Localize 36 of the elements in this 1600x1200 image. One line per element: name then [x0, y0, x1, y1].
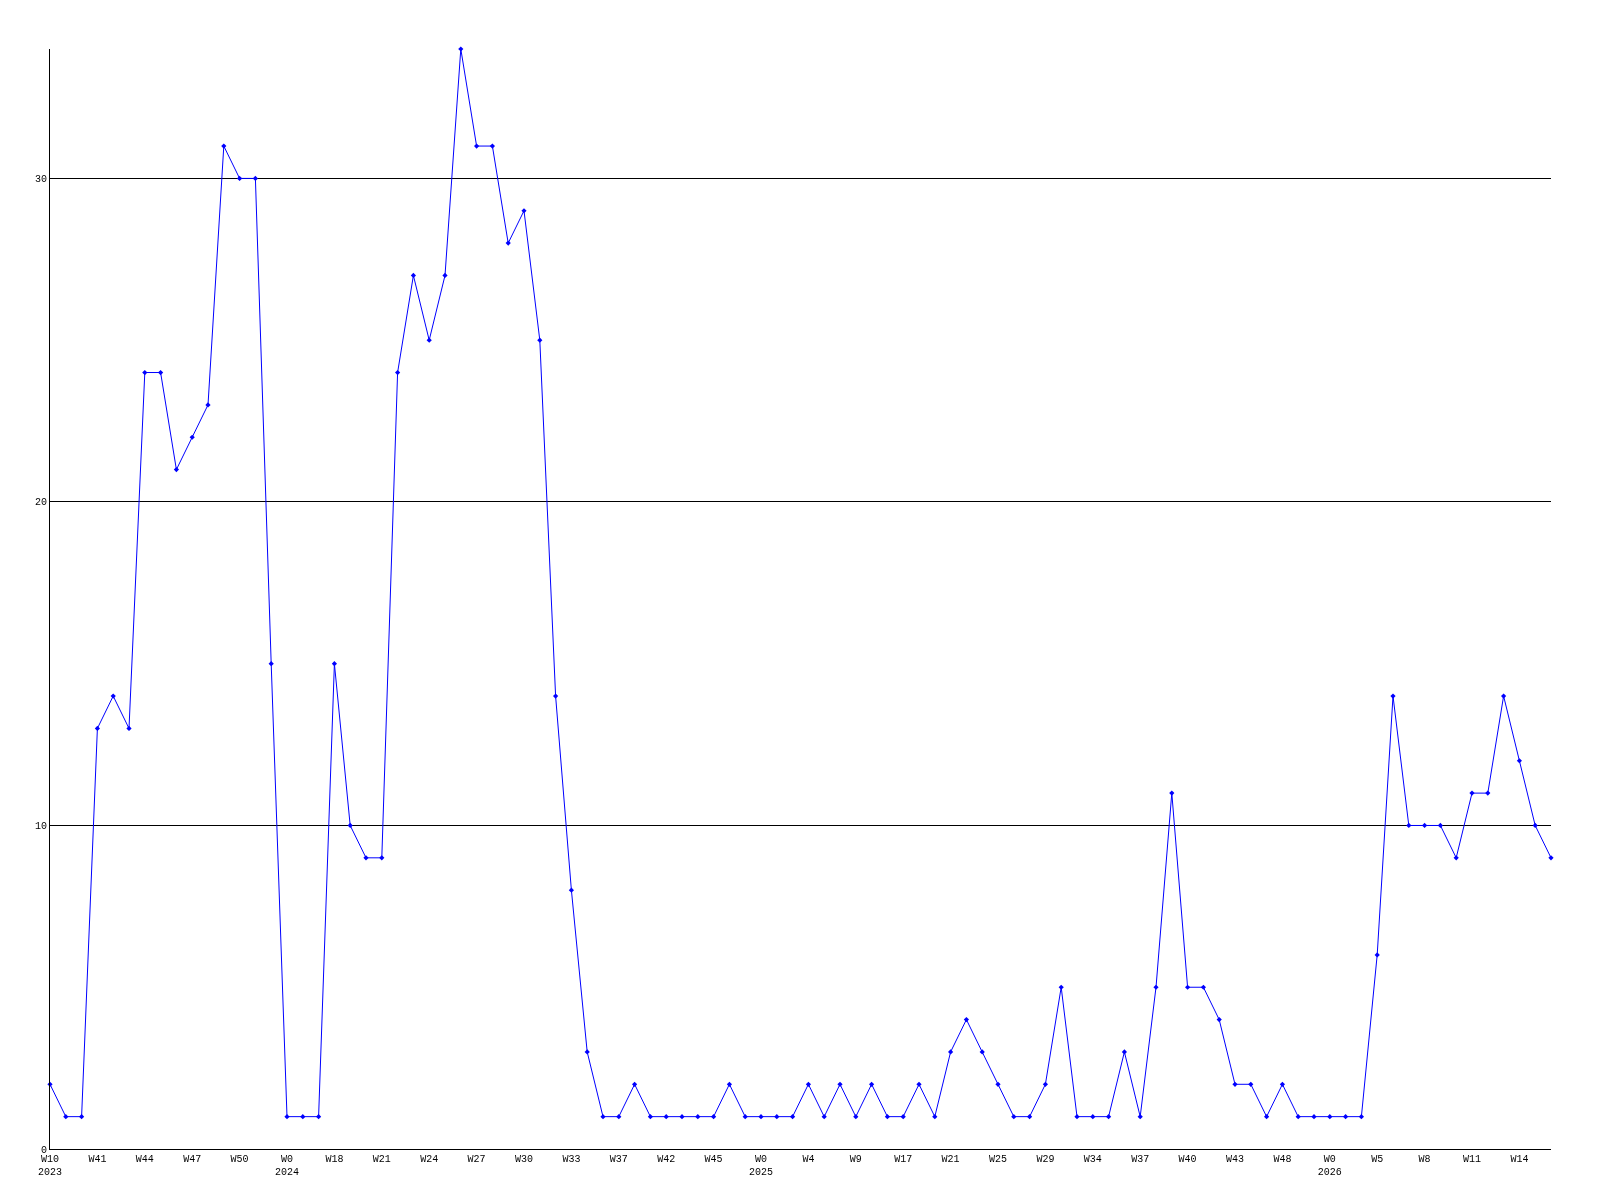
x-tick-label: W0 2025 [748, 1154, 774, 1178]
x-tick-label: W5 [1371, 1154, 1384, 1165]
x-tick-label: W0 2026 [1317, 1154, 1342, 1178]
x-tick-label: W44 [135, 1154, 154, 1165]
y-tick-label: 0 [40, 1144, 47, 1156]
x-tick-label: W29 [1036, 1154, 1055, 1165]
x-tick-label: W21 [941, 1154, 960, 1165]
x-tick-label: W25 [988, 1154, 1008, 1165]
x-tick-label: W10 2023 [37, 1154, 63, 1178]
x-tick-label: W47 [183, 1154, 202, 1165]
x-tick-label: W34 [1083, 1154, 1102, 1165]
y-tick-label: 20 [34, 497, 47, 509]
x-tick-label: W33 [562, 1154, 581, 1165]
x-tick-label: W37 [609, 1154, 628, 1165]
y-tick-label: 10 [34, 820, 47, 832]
x-tick-label: W50 [230, 1154, 249, 1165]
x-tick-label: W18 [325, 1154, 344, 1165]
x-tick-label: W21 [372, 1154, 391, 1165]
y-tick-label: 30 [34, 173, 47, 185]
x-tick-label: W9 [849, 1154, 862, 1165]
x-tick-label: W37 [1131, 1154, 1150, 1165]
x-tick-label: W24 [420, 1154, 439, 1165]
x-tick-label: W30 [514, 1154, 534, 1165]
x-tick-label: W4 [802, 1154, 815, 1165]
x-tick-label: W40 [1178, 1154, 1197, 1165]
x-tick-label: W11 [1462, 1154, 1482, 1165]
x-tick-label: W8 [1418, 1154, 1431, 1165]
x-tick-label: W14 [1510, 1154, 1529, 1165]
x-tick-label: W48 [1273, 1154, 1292, 1165]
x-tick-label: W41 [88, 1154, 107, 1165]
x-tick-label: W45 [704, 1154, 723, 1165]
x-tick-label: W0 2024 [274, 1154, 300, 1178]
x-tick-label: W27 [467, 1154, 486, 1165]
x-tick-label: W43 [1225, 1154, 1245, 1165]
x-tick-label: W42 [657, 1154, 676, 1165]
x-tick-label: W17 [894, 1154, 913, 1165]
